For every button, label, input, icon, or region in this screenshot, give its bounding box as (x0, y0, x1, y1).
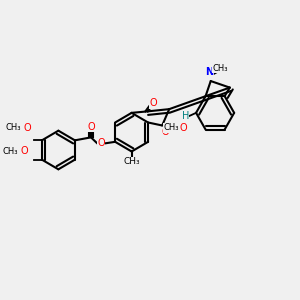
Text: N: N (205, 67, 213, 77)
Text: H: H (182, 111, 189, 121)
Text: CH₃: CH₃ (5, 123, 21, 132)
Text: O: O (97, 139, 105, 148)
Text: O: O (24, 123, 32, 133)
Text: O: O (161, 127, 169, 137)
Text: O: O (87, 122, 95, 132)
Text: CH₃: CH₃ (2, 147, 18, 156)
Text: O: O (21, 146, 28, 157)
Text: CH₃: CH₃ (164, 123, 179, 132)
Text: CH₃: CH₃ (123, 158, 140, 166)
Text: O: O (180, 123, 188, 133)
Text: CH₃: CH₃ (212, 64, 228, 73)
Text: O: O (150, 98, 158, 108)
